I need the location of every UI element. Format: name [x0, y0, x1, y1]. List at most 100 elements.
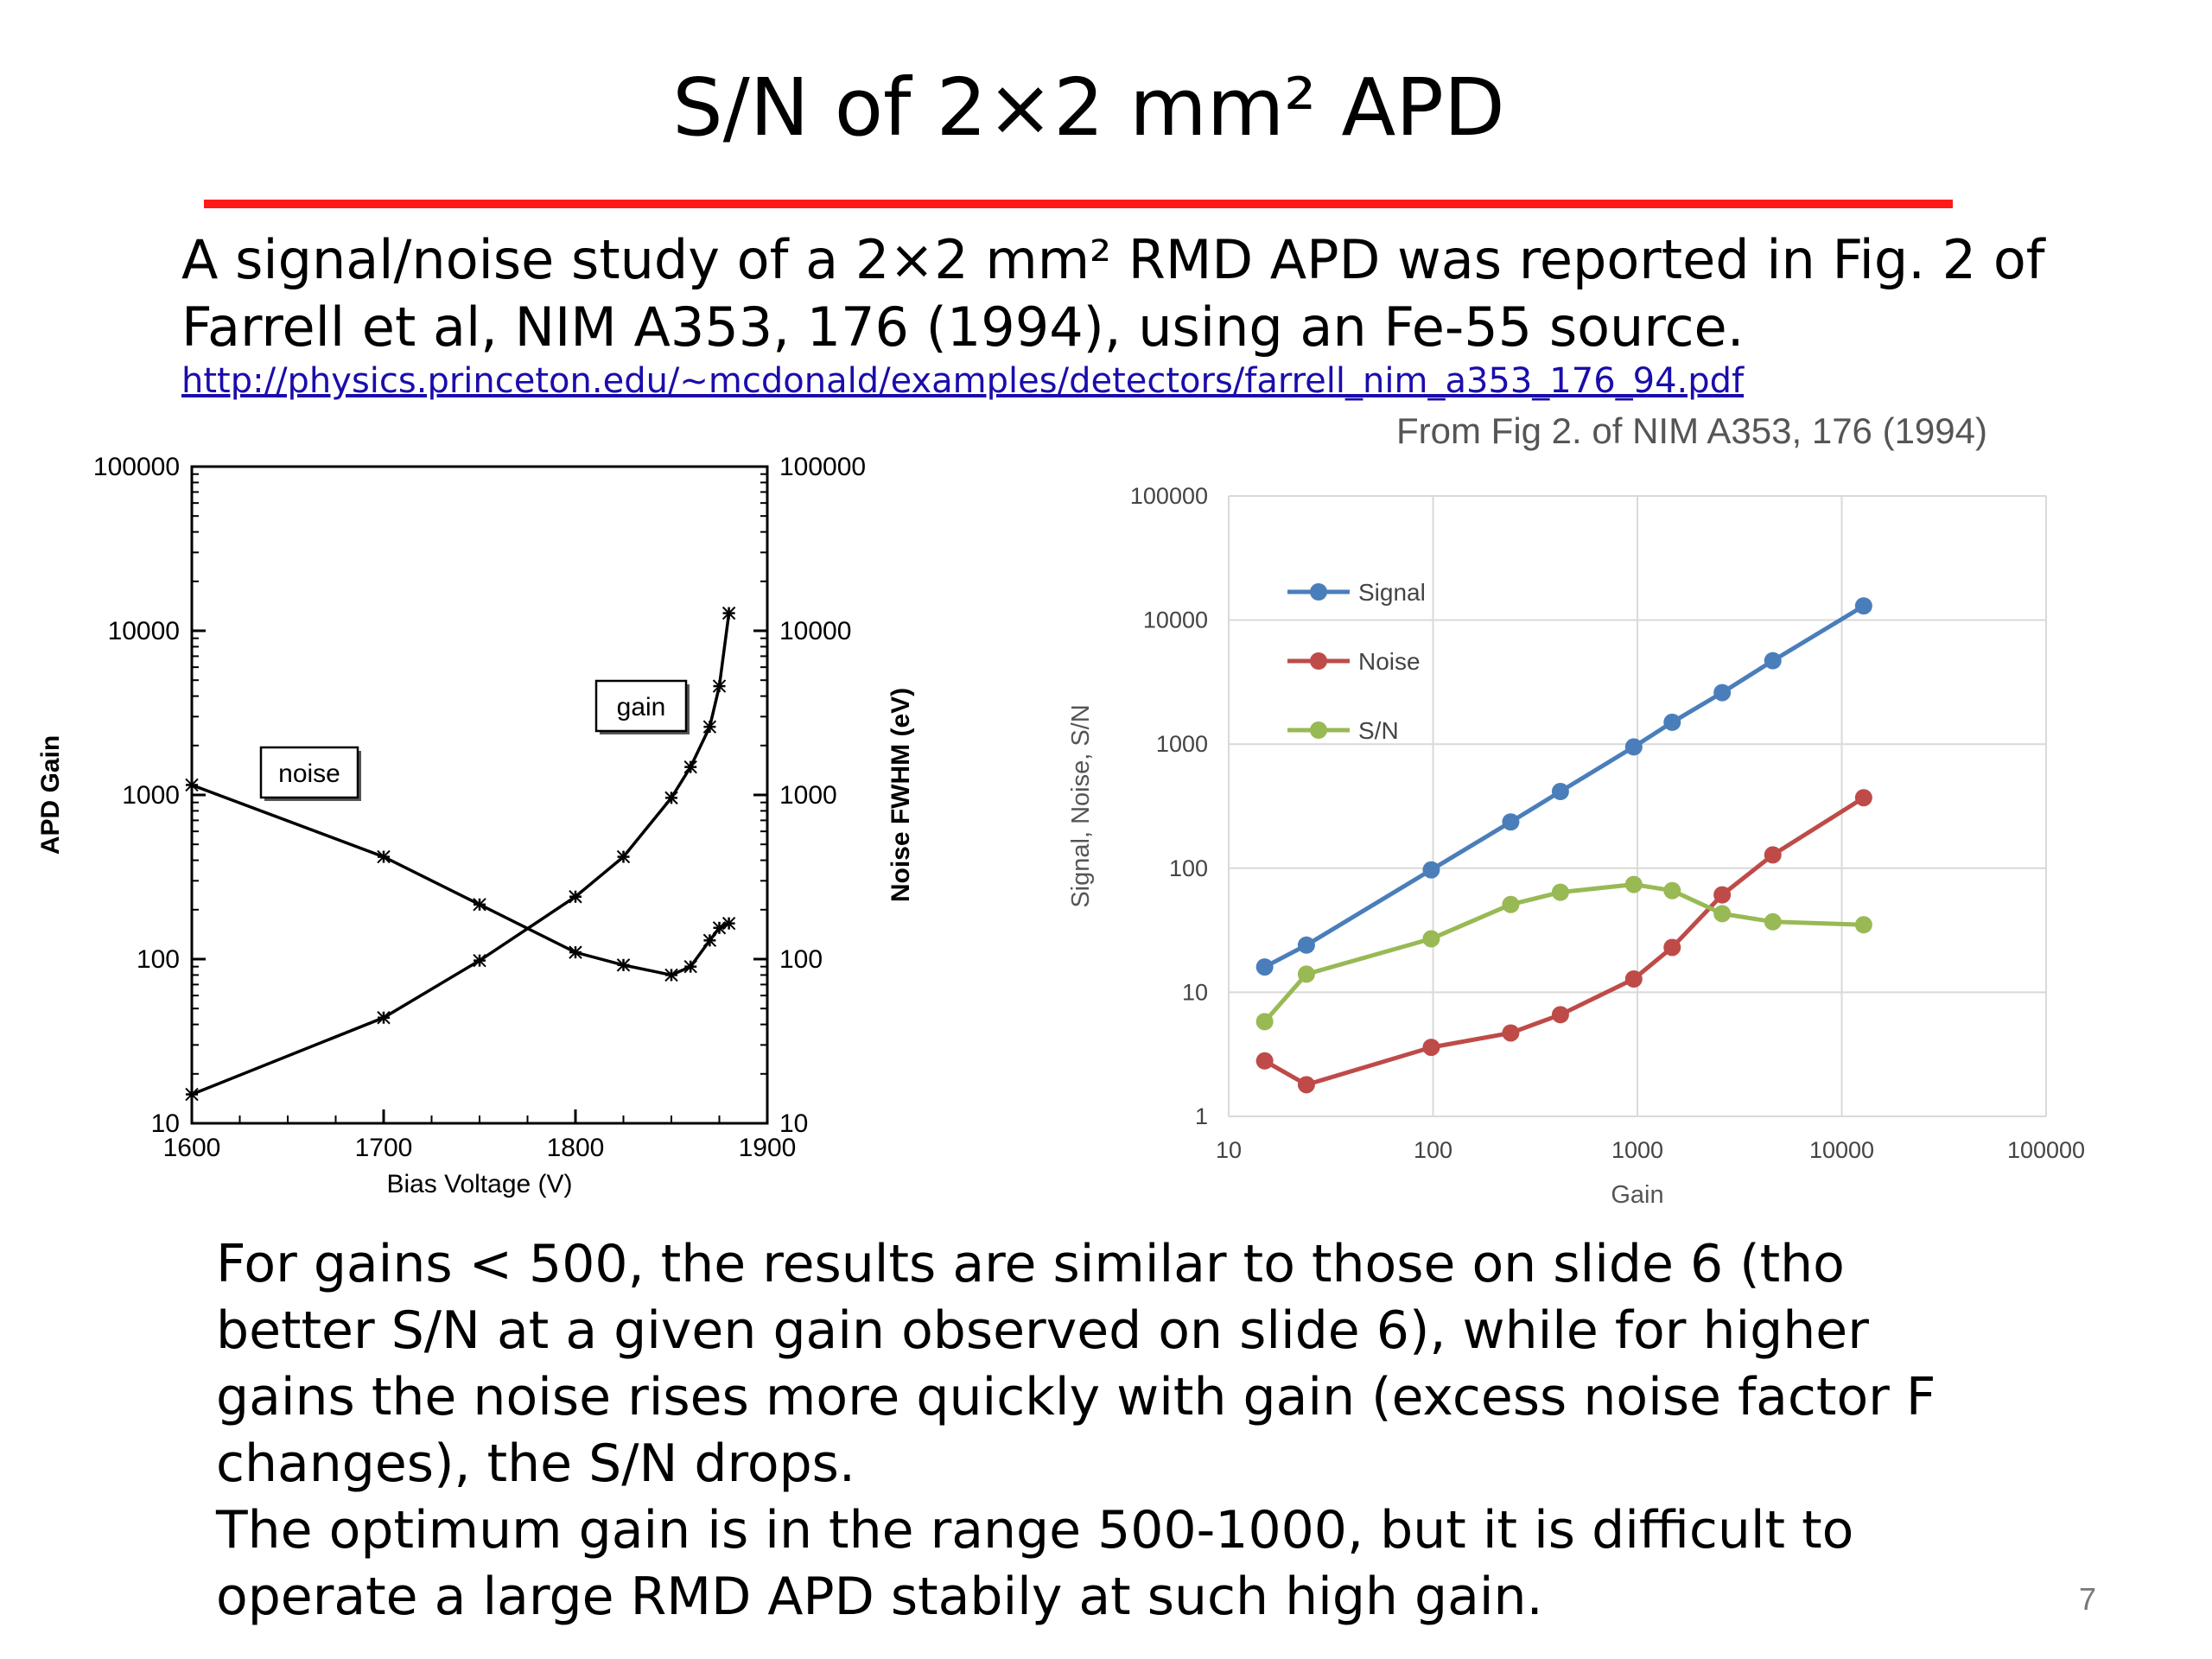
marker-stroke	[473, 953, 486, 968]
gain-point	[569, 890, 582, 904]
y-tick-label: 1000	[1156, 731, 1208, 757]
y2-tick-label: 10000	[779, 617, 851, 645]
legend-swatch-marker	[1310, 652, 1327, 670]
noise-point	[683, 959, 697, 974]
marker-stroke	[569, 945, 582, 959]
x-axis-label: Gain	[1611, 1181, 1663, 1209]
marker-stroke	[712, 679, 727, 693]
x-tick-label: 10	[1216, 1137, 1242, 1163]
data-point	[1422, 1039, 1440, 1057]
marker-stroke	[377, 1011, 391, 1025]
marker-stroke	[616, 958, 631, 972]
marker-stroke	[702, 720, 717, 734]
data-point	[1854, 916, 1872, 934]
data-point	[1502, 1024, 1520, 1042]
series-label-box	[259, 746, 359, 799]
gain-point	[664, 791, 678, 805]
page-number: 7	[2079, 1581, 2097, 1617]
data-point	[1551, 783, 1569, 801]
conclusion-line: The optimum gain is in the range 500-100…	[216, 1500, 1854, 1560]
noise-point	[569, 945, 582, 959]
data-point	[1663, 713, 1681, 731]
data-point	[1297, 1076, 1315, 1094]
data-point	[1551, 883, 1569, 901]
noise-point	[702, 933, 717, 948]
marker-stroke	[377, 849, 391, 864]
y-tick-label: 10000	[1143, 607, 1208, 633]
data-point	[1713, 886, 1732, 904]
legend-label: Noise	[1358, 648, 1421, 675]
gain-point	[185, 1087, 199, 1102]
data-point	[1854, 597, 1872, 615]
data-point	[1255, 1052, 1274, 1070]
slide-title: S/N of 2×2 mm² APD	[672, 61, 1505, 154]
legend-label: S/N	[1358, 717, 1399, 744]
y2-tick-label: 100000	[779, 453, 866, 481]
y-axis-label: APD Gain	[36, 735, 65, 855]
conclusion-line: operate a large RMD APD stabily at such …	[216, 1567, 1543, 1627]
data-point	[1297, 965, 1315, 983]
y-tick-label: 100	[137, 945, 180, 974]
x-tick-label: 1800	[547, 1134, 605, 1162]
gain-point	[702, 720, 717, 734]
marker-stroke	[664, 968, 678, 982]
series-line-noise	[1263, 796, 1866, 1088]
title-divider	[204, 200, 1953, 208]
x-axis-label: Bias Voltage (V)	[386, 1170, 572, 1198]
series-line-sn	[1262, 882, 1864, 1024]
gain-point	[712, 679, 727, 693]
gain-signal-noise-chart: 1 10 100 1000 10000 100000 10 100 1000 10000 10000…	[1067, 483, 2085, 1209]
data-point	[1713, 905, 1732, 923]
marker-stroke	[185, 1087, 199, 1102]
y2-tick-label: 10	[779, 1109, 808, 1138]
data-point	[1713, 683, 1732, 702]
intro-paragraph: A signal/noise study of a 2×2 mm² RMD AP…	[181, 226, 2082, 361]
noise-line	[191, 783, 730, 977]
noise-point	[721, 916, 736, 931]
x-tick-label: 100000	[2007, 1137, 2085, 1163]
y-tick-label: 100000	[93, 453, 180, 481]
gain-point	[616, 849, 631, 864]
data-point	[1297, 936, 1315, 954]
data-point	[1502, 813, 1520, 831]
noise-point	[616, 958, 631, 972]
series-line-signal	[1263, 604, 1866, 969]
data-point	[1255, 1013, 1274, 1031]
legend-label: Signal	[1358, 579, 1426, 606]
marker-stroke	[683, 959, 697, 974]
data-point	[1764, 912, 1782, 931]
data-point	[1854, 789, 1872, 807]
data-point	[1624, 875, 1643, 893]
x-tick-label: 1900	[739, 1134, 797, 1162]
series-label-box	[594, 679, 688, 733]
intro-line: A signal/noise study of a 2×2 mm² RMD AP…	[181, 228, 2045, 291]
y2-tick-label: 100	[779, 945, 823, 974]
marker-stroke	[702, 933, 717, 948]
data-point	[1663, 881, 1681, 899]
marker-stroke	[569, 890, 582, 904]
data-point	[1764, 846, 1782, 864]
conclusion-line: For gains < 500, the results are similar…	[216, 1234, 1845, 1294]
reference-link[interactable]: http://physics.princeton.edu/~mcdonald/e…	[181, 361, 1745, 401]
y-tick-label: 1000	[122, 781, 180, 810]
gain-point	[683, 760, 697, 774]
legend-swatch-marker	[1310, 583, 1327, 601]
series-label: gain	[617, 693, 666, 721]
data-point	[1663, 938, 1681, 957]
marker-stroke	[185, 778, 199, 792]
data-point	[1422, 861, 1440, 879]
bias-voltage-chart: 10 10 100 100 1000 1000 10000 10000 100000 100000…	[36, 453, 915, 1198]
x-tick-label: 1600	[163, 1134, 221, 1162]
data-point	[1624, 738, 1643, 756]
y-tick-label: 1	[1195, 1103, 1208, 1129]
marker-stroke	[473, 898, 486, 912]
marker-stroke	[664, 791, 678, 805]
data-point	[1502, 895, 1520, 913]
gain-point	[721, 606, 736, 620]
series-label: noise	[278, 760, 340, 788]
y2-tick-label: 1000	[779, 781, 837, 810]
data-point	[1422, 930, 1440, 948]
intro-line: Farrell et al, NIM A353, 176 (1994), usi…	[181, 296, 1745, 359]
marker-stroke	[683, 760, 697, 774]
y-tick-label: 10000	[108, 617, 180, 645]
